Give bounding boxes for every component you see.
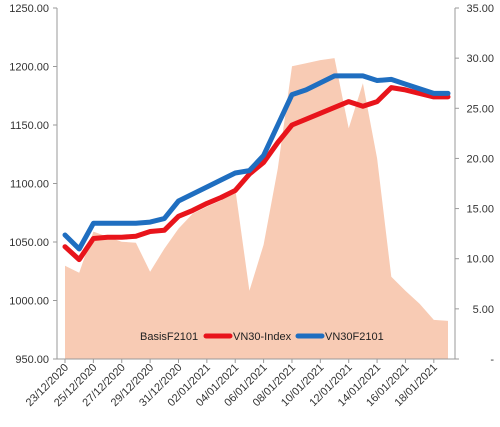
right-axis-tick-label: 10.00: [466, 254, 494, 266]
right-axis-tick-label: 35.00: [466, 3, 494, 15]
series-line-vn30-index: [62, 85, 451, 263]
right-axis-tick-label: 15.00: [466, 204, 494, 216]
series-area-basisf2101: [65, 58, 448, 359]
legend-label-basisf2101: BasisF2101: [140, 331, 198, 343]
left-axis-tick-label: 1250.00: [9, 3, 49, 15]
right-axis-tick-label: 5.00: [473, 304, 494, 316]
left-axis-tick-label: 1050.00: [9, 237, 49, 249]
legend-label-vn30-index: VN30-Index: [233, 331, 292, 343]
right-axis-tick-label: -: [490, 354, 494, 366]
left-axis-tick-label: 1100.00: [10, 179, 49, 191]
left-axis-tick-label: 1150.00: [10, 120, 49, 132]
area-layer: [65, 58, 448, 359]
right-axis-tick-label: 25.00: [466, 103, 494, 115]
left-axis-tick-label: 950.00: [15, 354, 49, 366]
lines-layer: [62, 73, 451, 263]
left-axis-tick-label: 1000.00: [9, 296, 49, 308]
left-axis-tick-label: 1200.00: [9, 62, 49, 74]
legend: BasisF2101 VN30-Index VN30F2101: [140, 331, 384, 343]
right-axis-tick-label: 20.00: [466, 153, 494, 165]
series-line-vn30f2101: [62, 73, 451, 252]
right-axis-tick-label: 30.00: [466, 53, 494, 65]
legend-label-vn30f2101: VN30F2101: [325, 331, 384, 343]
